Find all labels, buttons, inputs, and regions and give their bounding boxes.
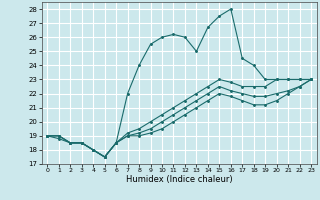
X-axis label: Humidex (Indice chaleur): Humidex (Indice chaleur) [126, 175, 233, 184]
